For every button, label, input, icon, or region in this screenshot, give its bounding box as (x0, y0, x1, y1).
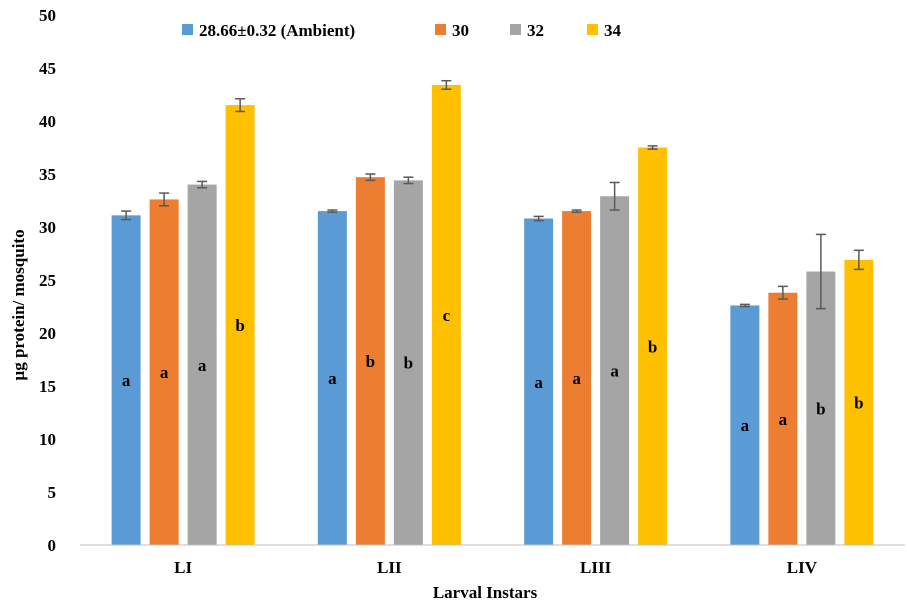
legend-item: 30 (435, 21, 469, 40)
error-bar (159, 192, 170, 207)
significance-label: b (816, 399, 825, 418)
significance-label: a (741, 416, 750, 435)
significance-label: b (404, 354, 413, 373)
error-bar (533, 215, 544, 222)
y-axis-title: µg protein/ mosquito (9, 229, 28, 380)
error-bar (815, 233, 826, 310)
error-bar (647, 145, 658, 150)
y-axis: 0 5 10 15 20 25 30 35 40 45 50 (39, 6, 56, 555)
y-tick-label: 35 (39, 165, 56, 184)
error-bar (777, 285, 788, 300)
error-bar (609, 181, 620, 211)
significance-label: b (235, 316, 244, 335)
significance-label: b (366, 352, 375, 371)
y-tick-label: 10 (39, 430, 56, 449)
significance-label: b (854, 393, 863, 412)
bar (393, 180, 423, 546)
significance-label: a (198, 356, 207, 375)
bar (562, 211, 592, 545)
x-tick-label: LIV (787, 558, 818, 577)
y-tick-label: 40 (39, 112, 56, 131)
error-bar (853, 249, 864, 271)
error-bar (571, 209, 582, 213)
bar (806, 271, 836, 545)
bar (730, 305, 760, 545)
error-bar (235, 97, 246, 113)
y-tick-label: 15 (39, 377, 56, 396)
bar (317, 211, 347, 545)
significance-label: a (328, 369, 337, 388)
legend: 28.66±0.32 (Ambient) 30 32 34 (182, 21, 622, 40)
error-bar (197, 180, 208, 189)
x-axis-title: Larval Instars (433, 583, 538, 602)
legend-label: 30 (452, 21, 469, 40)
x-tick-label: LI (174, 558, 192, 577)
legend-swatch (587, 24, 598, 35)
legend-label: 34 (604, 21, 622, 40)
significance-label: a (610, 362, 619, 381)
bar (355, 177, 385, 545)
error-bar (739, 303, 750, 308)
bar (187, 184, 217, 545)
error-bar (441, 79, 452, 90)
legend-item: 32 (510, 21, 544, 40)
bar (600, 196, 630, 545)
x-tick-label: LIII (580, 558, 612, 577)
y-tick-label: 0 (48, 536, 57, 555)
bar (225, 105, 255, 545)
legend-swatch (510, 24, 521, 35)
x-axis: LI LII LIII LIV (80, 544, 905, 577)
y-tick-label: 30 (39, 218, 56, 237)
legend-label: 32 (527, 21, 544, 40)
legend-item: 28.66±0.32 (Ambient) (182, 21, 355, 40)
bar (111, 215, 141, 545)
error-bar (327, 209, 338, 213)
y-tick-label: 20 (39, 324, 56, 343)
legend-swatch (435, 24, 446, 35)
bar (844, 259, 874, 545)
significance-label: a (160, 363, 169, 382)
legend-item: 34 (587, 21, 622, 40)
error-bar (121, 210, 132, 221)
plot-area: a a a b a b b c a a a b a a b b (111, 79, 874, 546)
significance-label: c (443, 306, 451, 325)
bar (524, 218, 554, 545)
significance-label: b (648, 337, 657, 356)
bar (149, 199, 179, 545)
y-tick-label: 25 (39, 271, 56, 290)
significance-label: a (534, 373, 543, 392)
significance-label: a (779, 410, 788, 429)
legend-swatch (182, 24, 193, 35)
error-bar (403, 176, 414, 185)
error-bar (365, 173, 376, 182)
y-tick-label: 5 (48, 483, 57, 502)
significance-label: a (122, 371, 131, 390)
bar (431, 84, 461, 546)
x-tick-label: LII (377, 558, 402, 577)
bar (768, 292, 798, 545)
y-tick-label: 45 (39, 59, 56, 78)
significance-label: a (572, 369, 581, 388)
bar (638, 147, 668, 545)
legend-label: 28.66±0.32 (Ambient) (199, 21, 355, 40)
y-tick-label: 50 (39, 6, 56, 25)
